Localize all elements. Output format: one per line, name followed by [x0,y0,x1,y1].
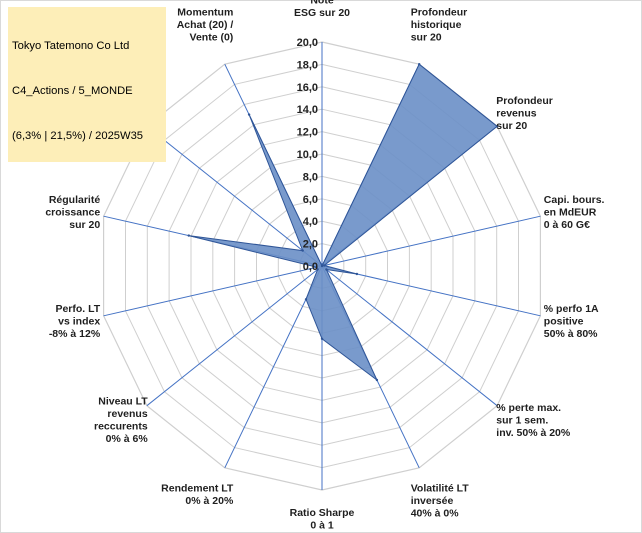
axis-label-line: inversée [411,495,454,507]
axis-label: Régularité croissance sur 20 [45,194,100,231]
chart-title-line-1: Tokyo Tatemono Co Ltd [12,40,130,52]
axis-label-line: Note [310,0,333,7]
axis-spoke [321,265,541,317]
axis-label: Momentum Achat (20) / Vente (0) [177,6,234,43]
axis-label: Ratio Sharpe 0 à 1 [290,507,355,532]
data-point [187,234,190,237]
data-point [323,264,326,267]
axis-label-line: sur 20 [496,120,527,132]
axis-label: Note ESG sur 20 [294,0,350,19]
axis-label-line: Ratio Sharpe [290,507,355,519]
axis-label-line: 0 à 60 G€ [544,219,590,231]
axis-label-line: 50% à 80% [544,328,598,340]
axis-label-line: positive [544,316,584,328]
data-point [375,378,379,382]
axis-label: Niveau LT revenus reccurents 0% à 6% [94,396,148,446]
axis-spoke [321,215,541,267]
axis-label: Capi. bours. en MdEUR 0 à 60 G€ [544,194,605,231]
axis-spoke [321,265,498,407]
axis-label-line: Rendement LT [161,483,234,495]
axis-label-line: sur 20 [411,31,442,43]
data-point [325,268,328,271]
axis-label: Volatilité LT inversée 40% à 0% [411,483,470,520]
tick-label: 2,0 [303,239,318,251]
axis-label: Rendement LT 0% à 20% [161,483,234,508]
axis-label-line: sur 20 [69,219,100,231]
axis-label: Perfo. LT vs index -8% à 12% [49,303,101,340]
data-point [320,337,324,340]
axis-spoke [103,265,323,317]
axis-spoke [146,125,323,267]
tick-label: 20,0 [297,37,318,49]
data-point [495,125,499,128]
axis-label-line: Profondeur [496,95,553,107]
axis-label-line: 0 à 1 [310,520,334,532]
data-point [316,268,319,271]
axis-label-line: reccurents [94,421,148,433]
axis-label-line: revenus [496,108,536,120]
data-point [301,249,304,252]
axis-label-line: historique [411,19,462,31]
tick-label: 18,0 [297,59,318,71]
axis-label-line: 0% à 6% [106,433,149,445]
data-point [304,298,308,301]
axis-spoke [146,265,323,407]
tick-label: 8,0 [303,171,318,183]
axis-label-line: Perfo. LT [55,303,100,315]
tick-label: 14,0 [297,104,318,116]
axis-label-line: 0% à 20% [185,495,234,507]
axis-label: Profondeur revenus sur 20 [496,95,553,132]
axis-label: Profondeur historique sur 20 [411,6,468,43]
axis-label-line: revenus [107,408,147,420]
axis-label-line: Vente (0) [190,31,234,43]
axis-label: % perfo 1A positive 50% à 80% [544,303,599,340]
axis-label-line: Achat (20) / [177,19,234,31]
axis-label-line: inv. 50% à 20% [496,427,571,439]
chart-title-line-3: (6,3% | 21,5%) / 2025W35 [12,130,144,142]
data-point [355,272,359,276]
axis-label-line: vs index [58,316,100,328]
axis-label-line: -8% à 12% [49,328,101,340]
tick-label: 6,0 [303,194,318,206]
chart-title-box: Tokyo Tatemono Co Ltd C4_Actions / 5_MON… [8,7,166,162]
tick-label: 0,0 [303,261,318,273]
axis-label: % perte max. sur 1 sem. inv. 50% à 20% [496,402,571,439]
data-point [315,266,318,269]
chart-title-line-2: C4_Actions / 5_MONDE [12,85,133,97]
axis-label-line: Volatilité LT [411,483,470,495]
tick-label: 16,0 [297,82,318,94]
tick-label: 12,0 [297,127,318,139]
tick-label: 10,0 [297,149,318,161]
data-point [418,62,421,66]
axis-label-line: ESG sur 20 [294,7,350,19]
data-point [247,113,251,116]
axis-label-line: Momentum [177,6,233,18]
radial-tick-labels: 0,0 2,0 4,0 6,0 8,0 10,0 12,0 14,0 16,0 18,0 20,0 [297,37,318,273]
radar-series [187,62,499,382]
axis-label-line: Capi. bours. [544,194,605,206]
axis-label-line: % perfo 1A [544,303,599,315]
axis-label-line: en MdEUR [544,206,597,218]
axis-label-line: Profondeur [411,6,468,18]
axis-label-line: Régularité [49,194,101,206]
data-point [320,264,324,268]
tick-label: 4,0 [303,216,318,228]
axis-labels: Note ESG sur 20 Profondeur historique sur 20… [45,0,604,532]
axis-label-line: % perte max. [496,402,561,414]
axis-label-line: sur 1 sem. [496,414,548,426]
axis-label-line: Niveau LT [98,396,148,408]
axis-label-line: croissance [45,206,100,218]
axis-label-line: 40% à 0% [411,508,460,520]
